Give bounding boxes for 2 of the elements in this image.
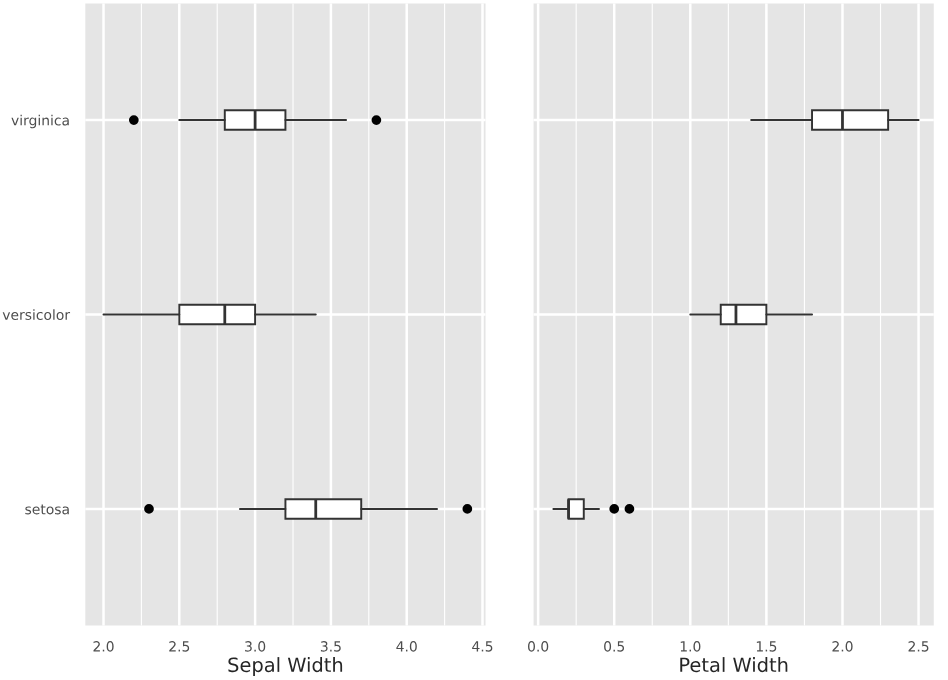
x-axis-title: Sepal Width — [228, 657, 343, 676]
x-axis-title: Petal Width — [680, 657, 788, 673]
